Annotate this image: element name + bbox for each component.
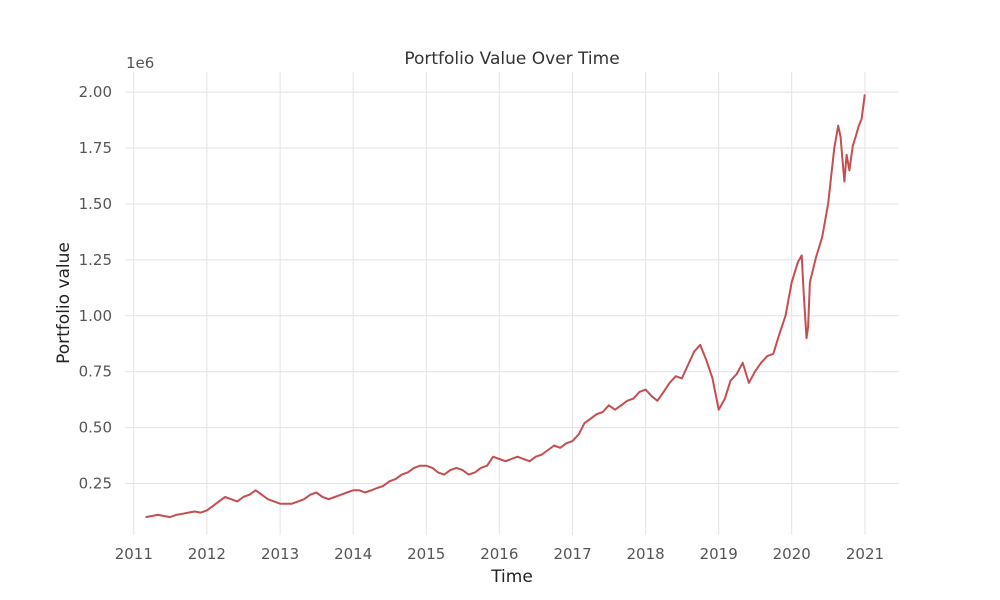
x-axis-ticks: 2011 2012 2013 2014 2015 2016 2017 2018 2019 2020…: [115, 545, 884, 563]
y-tick-label: 0.50: [79, 419, 112, 437]
x-tick-label: 2020: [773, 545, 811, 563]
y-tick-label: 1.25: [79, 251, 112, 269]
y-tick-label: 0.75: [79, 363, 112, 381]
series-layer: [145, 94, 866, 519]
x-tick-label: 2019: [700, 545, 738, 563]
y-tick-label: 2.00: [79, 83, 112, 101]
x-tick-label: 2015: [407, 545, 445, 563]
x-tick-label: 2017: [553, 545, 591, 563]
y-tick-label: 0.25: [79, 475, 112, 493]
y-tick-label: 1.00: [79, 307, 112, 325]
x-tick-label: 2013: [261, 545, 299, 563]
x-tick-label: 2011: [115, 545, 153, 563]
x-tick-label: 2014: [334, 545, 372, 563]
y-axis-ticks: 0.25 0.50 0.75 1.00 1.25 1.50 1.75 2.00: [79, 83, 112, 492]
x-tick-label: 2018: [627, 545, 665, 563]
y-offset-label: 1e6: [126, 54, 154, 72]
x-axis-label: Time: [490, 567, 533, 587]
y-axis-label: Portfolio value: [54, 242, 74, 364]
x-tick-label: 2012: [188, 545, 226, 563]
grid-lines: [125, 72, 899, 535]
y-tick-label: 1.75: [79, 139, 112, 157]
portfolio-value-line: [145, 94, 866, 519]
chart-title: Portfolio Value Over Time: [404, 49, 619, 69]
x-tick-label: 2016: [480, 545, 518, 563]
y-tick-label: 1.50: [79, 195, 112, 213]
x-tick-label: 2021: [846, 545, 884, 563]
